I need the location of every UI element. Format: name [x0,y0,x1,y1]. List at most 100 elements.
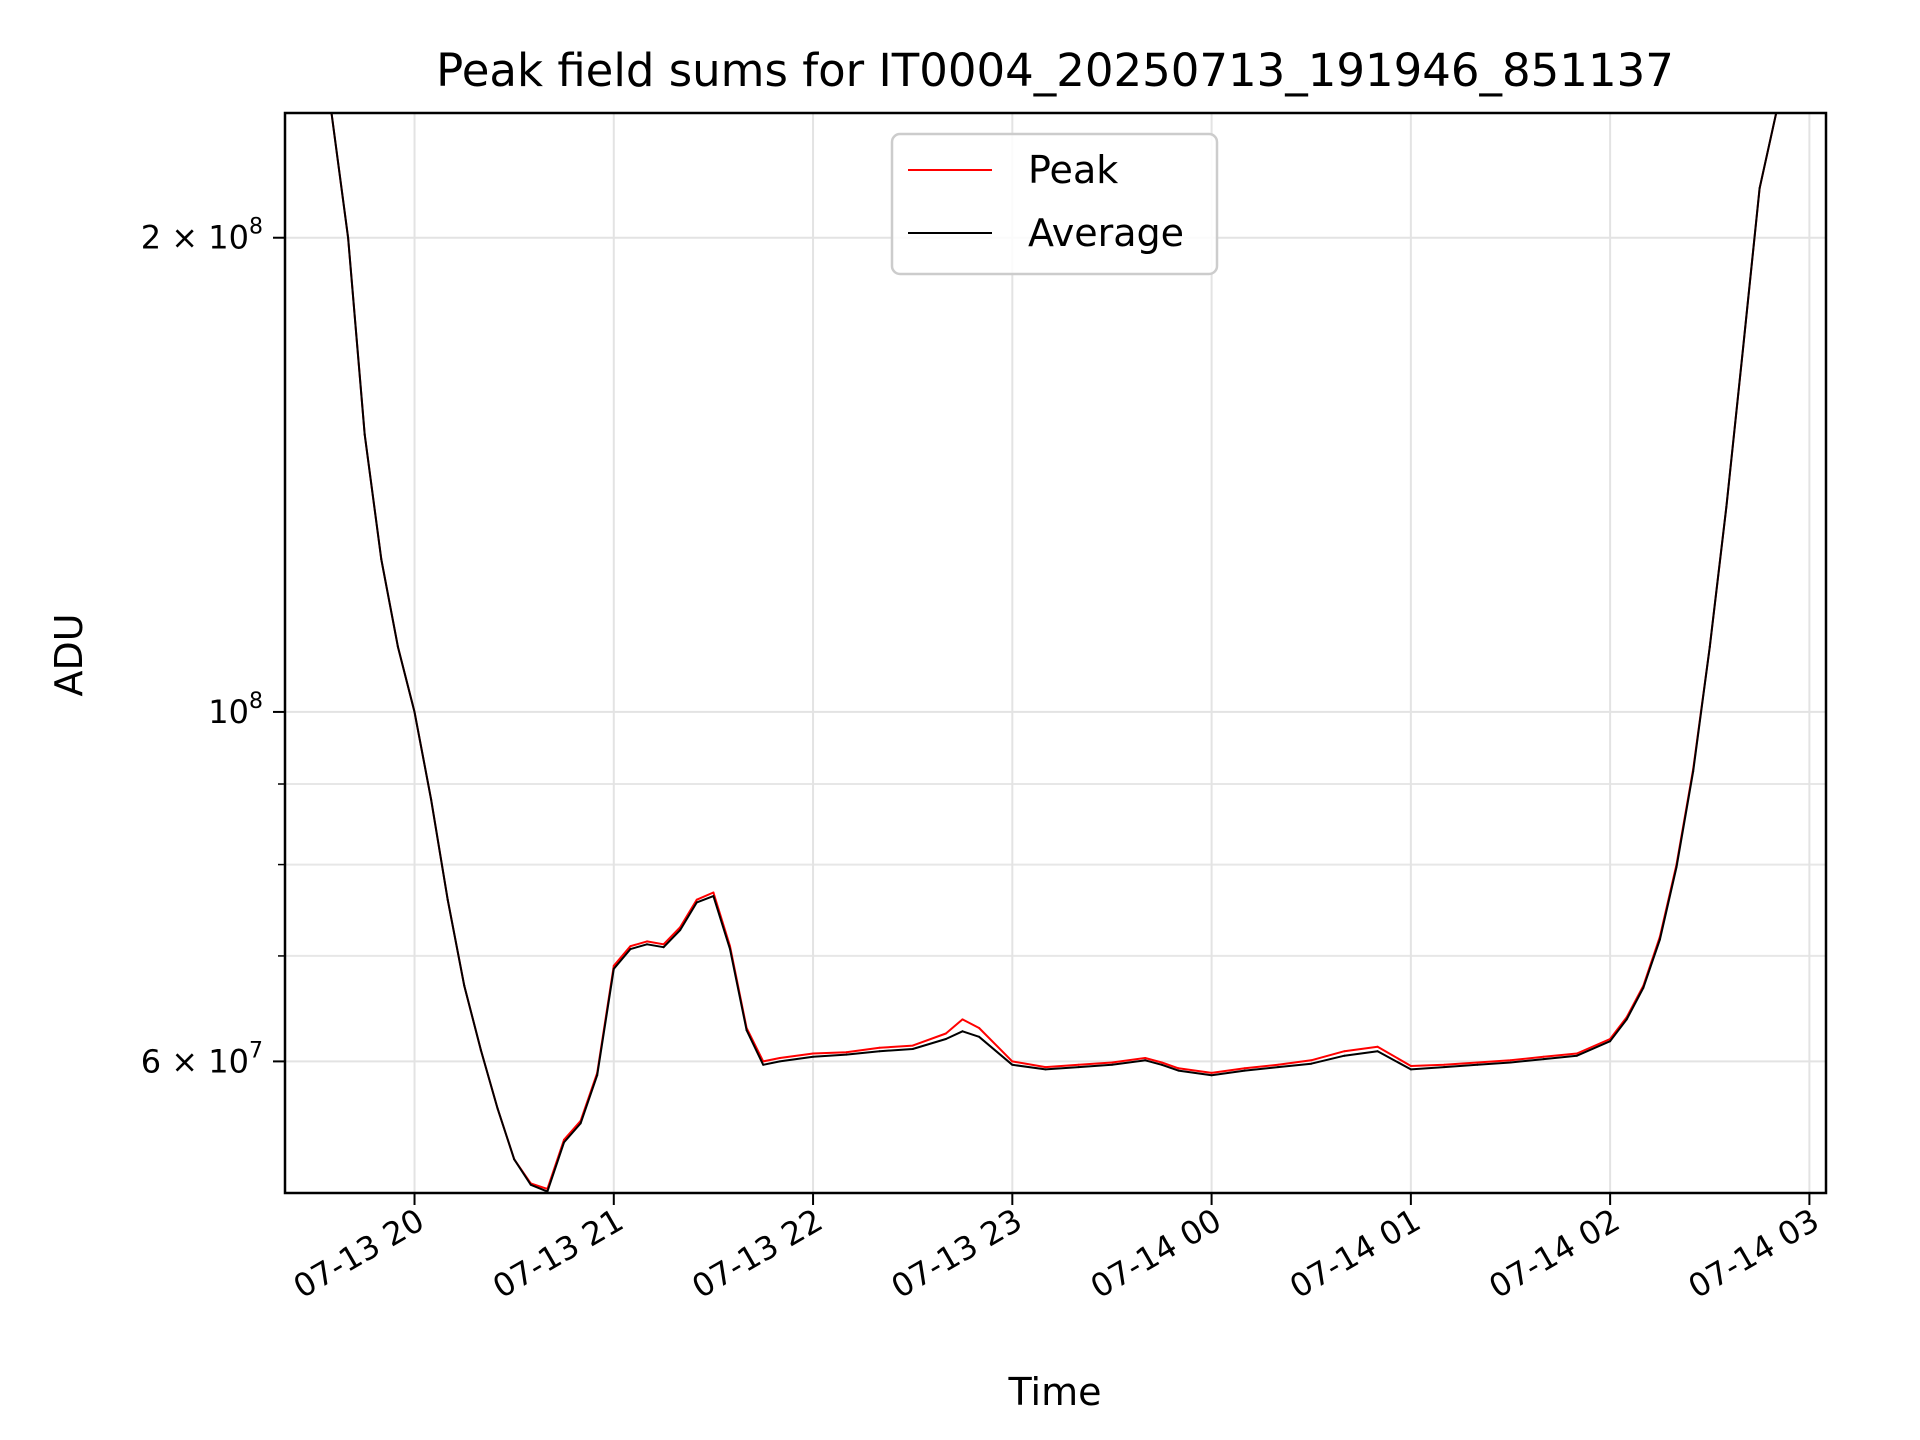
y-axis-label: ADU [47,613,91,696]
series-average-point [430,798,433,801]
series-average-point [1144,1059,1147,1062]
series-average-point [778,1060,781,1063]
series-average-point [1243,1069,1246,1072]
series-layer [330,113,1778,1193]
series-peak-point [845,1051,848,1054]
series-peak-point [961,1018,964,1021]
series-average-point [1343,1054,1346,1057]
series-average-point [1160,1063,1163,1066]
series-average-point [1625,1018,1628,1021]
x-tick-label: 07-14 03 [1682,1201,1826,1306]
y-tick-label-base: 10 [208,693,249,731]
series-peak-point [1210,1071,1213,1074]
series-average-point [961,1030,964,1033]
series-average-point [1177,1069,1180,1072]
series-average-point [1310,1062,1313,1065]
series-average-point [479,1049,482,1052]
series-peak-point [1376,1045,1379,1048]
series-average-point [911,1048,914,1050]
legend: Peak Average [890,132,1219,276]
series-average-point [1409,1068,1412,1071]
y-tick-label-exponent: 8 [249,215,263,240]
series-average-point [712,895,715,898]
chart-title: Peak field sums for IT0004_20250713_1919… [436,44,1674,97]
series-average-point [646,943,648,946]
series-peak-point [1542,1055,1545,1058]
series-peak-point [1077,1063,1080,1066]
x-tick-label: 07-14 01 [1283,1201,1427,1306]
x-axis: 07-13 20 07-13 21 07-13 22 07-13 23 07-14 00… [287,1193,1825,1306]
series-average-point [1725,505,1728,508]
series-average-point [1642,986,1645,989]
series-average-point [1675,866,1678,869]
y-tick-label-base: 6 × 10 [141,1042,249,1080]
y-tick-label-exponent: 8 [249,689,263,714]
plot-frame [283,111,1828,1195]
series-average-point [1742,347,1744,350]
series-average-point [845,1053,848,1056]
series-peak-point [646,940,648,943]
x-tick-label: 07-13 21 [486,1201,630,1306]
series-average-point [513,1158,516,1161]
series-peak-point [1310,1059,1313,1062]
series-peak-point [1111,1061,1113,1064]
series-average-point [1044,1068,1047,1071]
series-peak-point [629,945,632,948]
y-tick-label-base: 2 × 10 [141,219,249,257]
series-average-point [596,1074,599,1077]
y-tick-label: 2 × 108 [141,215,263,257]
series-peak-point [1177,1067,1180,1070]
series-average-point [347,236,350,239]
series-average-point [1758,187,1761,190]
series-average-point [380,558,383,561]
series-average-point [529,1183,532,1186]
series-average-point [679,929,682,931]
grid [285,113,1826,1193]
series-average-point [612,967,615,970]
series-peak-point [1443,1063,1446,1066]
series-average-point [662,946,665,949]
y-tick-label: 108 [208,689,263,731]
series-peak-point [1509,1059,1512,1062]
series-average-point [1575,1054,1578,1057]
series-average-point [878,1050,881,1053]
series-average-point [1011,1063,1014,1066]
series-peak-point [1144,1057,1147,1059]
series-average-point [446,898,449,901]
series-peak-point [563,1138,565,1141]
legend-peak-label: Peak [1028,148,1118,192]
series-average-point [563,1141,565,1144]
x-axis-label: Time [1008,1370,1102,1414]
series-average-point [762,1063,765,1066]
series-average-point [1658,938,1661,941]
series-average-point [1509,1061,1512,1064]
series-peak-point [1277,1063,1279,1066]
series-average-point [1210,1074,1213,1077]
series-peak-point [1160,1061,1163,1064]
series-average-point [1443,1066,1446,1069]
series-average-point [745,1029,748,1032]
series-peak-point [944,1032,947,1035]
x-tick-label: 07-13 20 [287,1201,431,1306]
series-average-point [729,948,731,951]
y-tick-label-exponent: 7 [249,1038,263,1063]
series-peak-point [1409,1065,1412,1067]
x-tick-label: 07-14 00 [1084,1201,1228,1306]
series-peak-point [712,891,715,894]
series-average-point [629,948,632,951]
series-average-point [1277,1066,1279,1069]
series-average-point [579,1122,582,1125]
series-average-point [396,645,399,648]
series-peak-point [911,1044,914,1047]
series-average-point [413,710,416,713]
series-average-point [695,901,698,904]
series-peak-point [1011,1060,1014,1063]
series-average-point [463,984,466,987]
series-average-point [1077,1066,1080,1069]
series-average-point [1708,645,1711,648]
series-average-point [1542,1058,1545,1061]
series-average-point [1476,1063,1479,1066]
series-average-point [1609,1040,1612,1043]
